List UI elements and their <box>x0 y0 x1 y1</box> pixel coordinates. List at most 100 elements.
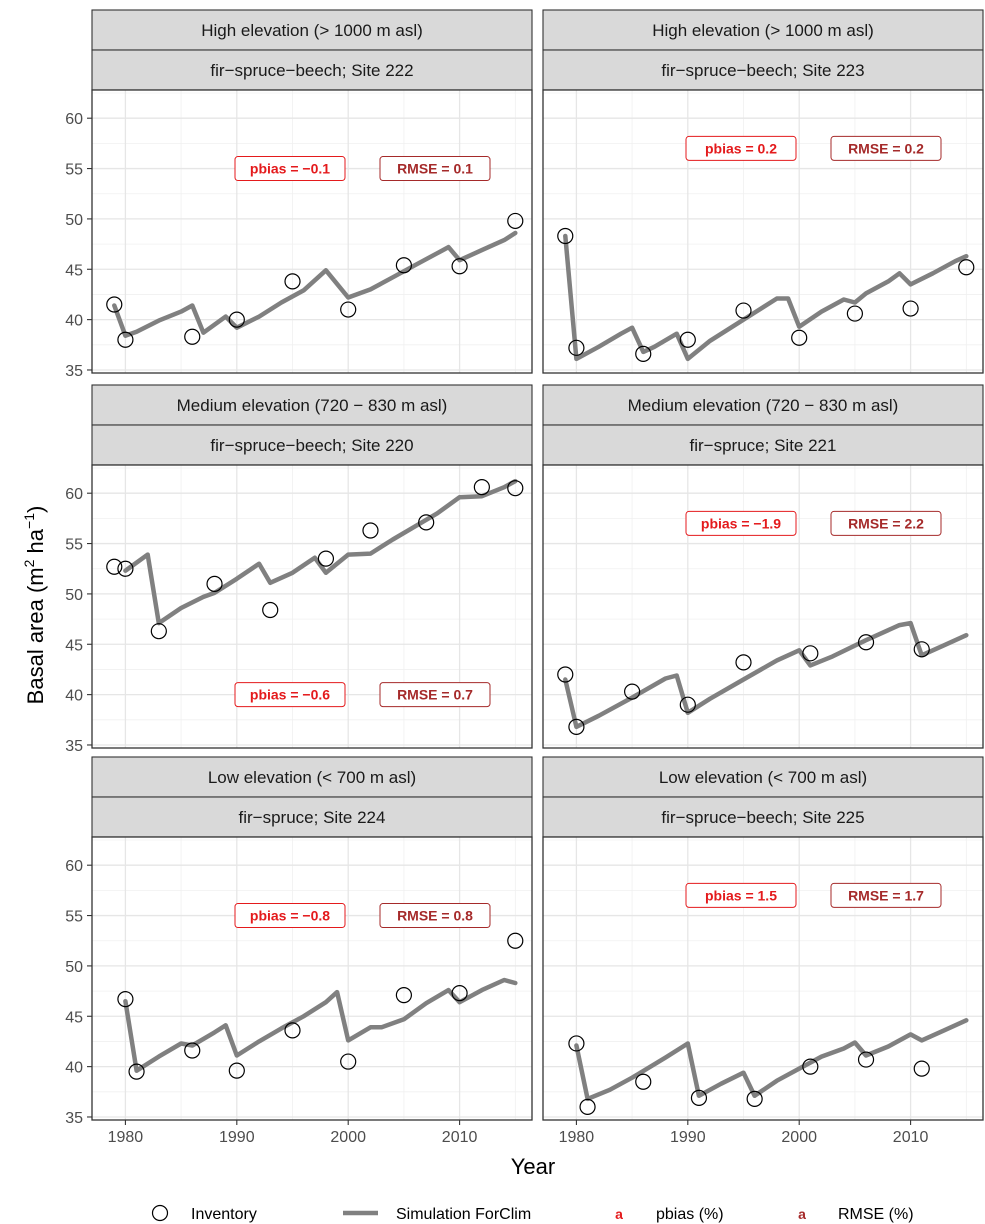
inventory-point <box>184 1042 201 1059</box>
x-tick-label: 2000 <box>330 1129 366 1146</box>
pbias-label: pbias = 1.5 <box>705 887 777 903</box>
strip-bottom-label: fir−spruce−beech; Site 222 <box>210 61 413 80</box>
strip-bottom <box>91 796 533 838</box>
inventory-point <box>735 654 752 671</box>
inventory-point <box>913 1060 930 1077</box>
inventory-point <box>735 302 752 319</box>
simulation-line <box>563 233 969 362</box>
rmse-box <box>830 882 942 908</box>
x-tick-label: 2010 <box>893 1129 929 1146</box>
inventory-point <box>117 331 134 348</box>
inventory-point <box>568 339 585 356</box>
y-tick-label: 35 <box>65 363 83 380</box>
inventory-point <box>117 560 134 577</box>
y-tick-label: 50 <box>65 959 83 976</box>
rmse-label: RMSE = 0.2 <box>848 140 924 156</box>
strip-bottom-label: fir−spruce; Site 221 <box>690 436 837 455</box>
y-tick-label: 40 <box>65 313 83 330</box>
rmse-box <box>379 682 491 708</box>
x-tick-label: 2010 <box>442 1129 478 1146</box>
x-tick-label: 1980 <box>559 1129 595 1146</box>
x-axis-title: Year <box>511 1154 555 1179</box>
simulation-line <box>123 478 518 626</box>
inventory-point <box>106 296 123 313</box>
legend: Inventory Simulation ForClim a pbias (%)… <box>151 1204 914 1223</box>
inventory-point <box>150 623 167 640</box>
inventory-point <box>568 1035 585 1052</box>
panel-4: Medium elevation (720 − 830 m asl) fir−sp… <box>542 384 984 749</box>
panel-5: Low elevation (< 700 m asl) fir−spruce; S… <box>65 756 533 1146</box>
inventory-point <box>507 932 524 949</box>
pbias-box <box>234 156 346 182</box>
inventory-point <box>791 329 808 346</box>
legend-simulation-label: Simulation ForClim <box>396 1206 531 1223</box>
inventory-point <box>106 558 123 575</box>
strip-bottom <box>91 49 533 91</box>
x-tick-label: 1990 <box>219 1129 255 1146</box>
strip-top-label: High elevation (> 1000 m asl) <box>201 21 423 40</box>
pbias-box <box>234 903 346 929</box>
rmse-box <box>379 156 491 182</box>
y-tick-label: 40 <box>65 688 83 705</box>
panel-background <box>92 837 532 1120</box>
strip-bottom <box>542 49 984 91</box>
rmse-label: RMSE = 2.2 <box>848 515 924 531</box>
pbias-label: pbias = 0.2 <box>705 140 777 156</box>
inventory-point <box>568 718 585 735</box>
pbias-label: pbias = −0.8 <box>250 908 330 924</box>
inventory-point <box>913 641 930 658</box>
legend-inventory-label: Inventory <box>191 1206 257 1223</box>
inventory-point <box>473 479 490 496</box>
y-tick-label: 45 <box>65 637 83 654</box>
panel-background <box>92 90 532 373</box>
rmse-label: RMSE = 1.7 <box>848 887 924 903</box>
panel-border <box>542 89 984 374</box>
strip-bottom <box>542 796 984 838</box>
strip-top-label: Medium elevation (720 − 830 m asl) <box>177 396 448 415</box>
y-axis-title-text: Basal area (m2 ha−1) <box>21 506 48 705</box>
rmse-box <box>830 135 942 161</box>
inventory-point <box>128 1063 145 1080</box>
y-tick-label: 60 <box>65 486 83 503</box>
panel-border <box>542 836 984 1121</box>
strip-top <box>542 756 984 798</box>
rmse-box <box>379 903 491 929</box>
inventory-point <box>579 1098 596 1116</box>
strip-top-label: Low elevation (< 700 m asl) <box>208 768 416 787</box>
inventory-point <box>690 1089 708 1106</box>
legend-pbias-key: a <box>615 1206 623 1222</box>
simulation-line <box>563 620 969 730</box>
panel-border <box>91 836 533 1121</box>
strip-bottom-label: fir−spruce−beech; Site 223 <box>661 61 864 80</box>
inventory-point <box>802 1058 819 1075</box>
inventory-point <box>451 258 468 275</box>
inventory-point <box>395 987 412 1004</box>
x-tick-label: 1980 <box>108 1129 144 1146</box>
strip-top <box>91 9 533 51</box>
panel-6: Low elevation (< 700 m asl) fir−spruce−be… <box>542 756 984 1146</box>
strip-top <box>91 384 533 426</box>
inventory-point <box>228 311 245 328</box>
pbias-label: pbias = −0.1 <box>250 161 330 177</box>
inventory-point <box>284 273 301 290</box>
inventory-point <box>679 696 696 713</box>
y-tick-label: 45 <box>65 1009 83 1026</box>
inventory-point <box>857 634 875 651</box>
rmse-label: RMSE = 0.8 <box>397 908 473 924</box>
pbias-box <box>685 135 797 161</box>
inventory-point <box>451 985 468 1002</box>
panel-3: Medium elevation (720 − 830 m asl) fir−sp… <box>65 384 533 755</box>
rmse-box <box>830 510 942 536</box>
inventory-point <box>902 300 919 317</box>
y-tick-label: 60 <box>65 111 83 128</box>
inventory-point <box>228 1062 245 1079</box>
strip-top <box>542 9 984 51</box>
y-tick-label: 55 <box>65 537 83 554</box>
pbias-label: pbias = −0.6 <box>250 687 330 703</box>
inventory-point <box>184 328 201 345</box>
legend-rmse-key: a <box>798 1206 806 1222</box>
strip-top-label: Low elevation (< 700 m asl) <box>659 768 867 787</box>
pbias-label: pbias = −1.9 <box>701 515 781 531</box>
y-tick-label: 55 <box>65 162 83 179</box>
inventory-point <box>362 522 379 539</box>
